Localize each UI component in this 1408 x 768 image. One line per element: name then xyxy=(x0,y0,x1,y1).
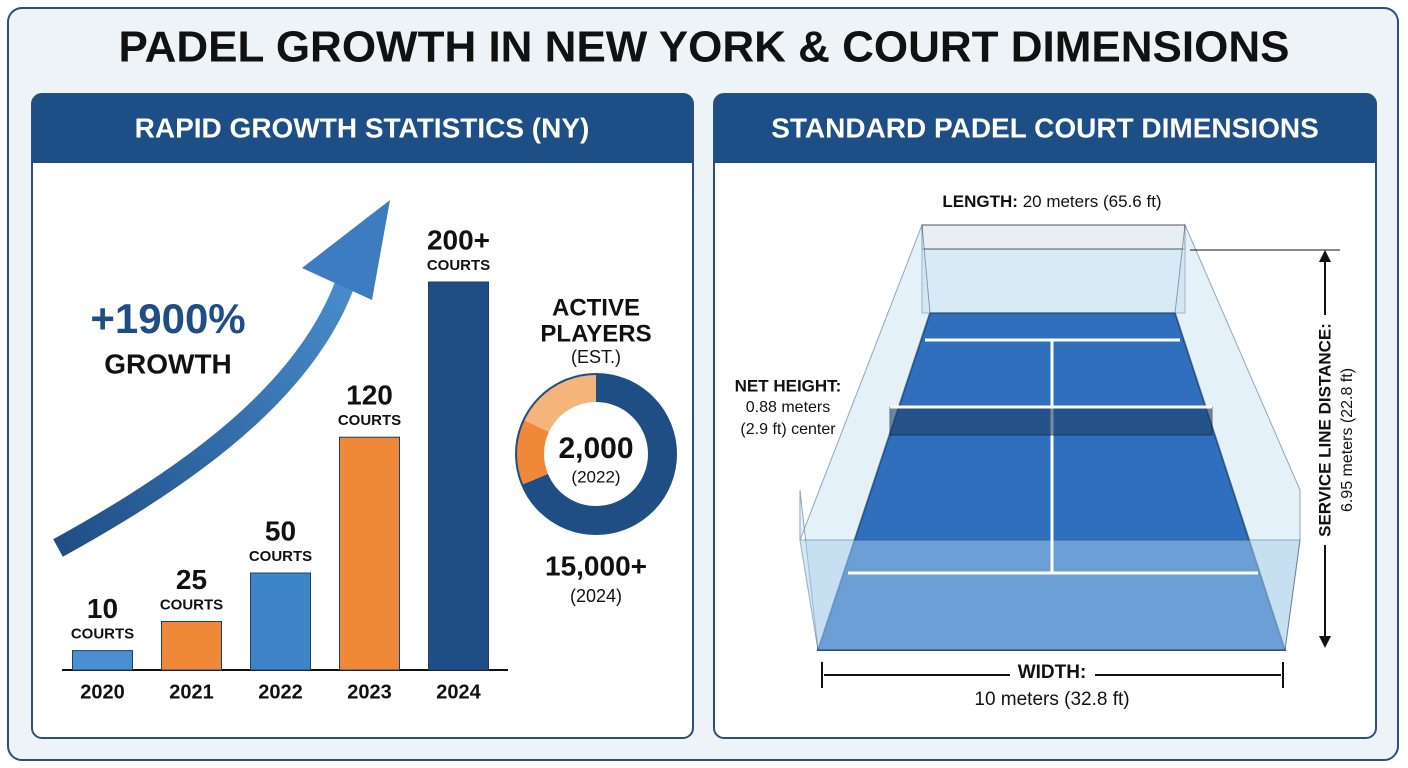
players-value: 15,000+ xyxy=(545,550,647,581)
unit-label: COURTS xyxy=(427,257,490,274)
service-label: SERVICE LINE DISTANCE: xyxy=(1315,323,1334,537)
bars: 202010COURTS202125COURTS202250COURTS2023… xyxy=(71,224,490,703)
players-year: (2024) xyxy=(570,586,622,606)
value-label: 120 xyxy=(346,380,393,411)
bar xyxy=(339,436,400,671)
unit-label: COURTS xyxy=(71,626,134,643)
mesh xyxy=(921,224,1186,250)
panel-header xyxy=(32,94,693,163)
panel-header xyxy=(714,94,1376,163)
net-label: NET HEIGHT: xyxy=(735,376,842,395)
bar xyxy=(250,572,311,671)
net-value: 0.88 meters xyxy=(746,399,830,416)
bar xyxy=(428,281,489,671)
court-title: STANDARD PADEL COURT DIMENSIONS xyxy=(771,112,1319,143)
unit-label: COURTS xyxy=(160,596,223,613)
value-label: 50 xyxy=(265,515,296,546)
net-value: (2.9 ft) center xyxy=(740,421,836,438)
x-tick-label: 2023 xyxy=(347,681,392,703)
growth-label: GROWTH xyxy=(104,348,232,379)
arrowhead xyxy=(1319,250,1331,262)
arrowhead xyxy=(1319,636,1331,648)
net xyxy=(889,406,1213,436)
donut xyxy=(516,374,676,534)
x-tick-label: 2022 xyxy=(258,681,303,703)
bar xyxy=(161,621,222,671)
unit-label: COURTS xyxy=(249,548,312,565)
length-label: LENGTH: 20 meters (65.6 ft) xyxy=(942,192,1161,211)
service-value: 6.95 meters (22.8 ft) xyxy=(1339,368,1356,512)
players-value: 2,000 xyxy=(558,432,633,465)
donut-segment xyxy=(516,374,676,534)
bar xyxy=(72,650,133,671)
growth-arrow xyxy=(53,259,362,557)
width-label: WIDTH: xyxy=(1018,662,1087,683)
chart-title: RAPID GROWTH STATISTICS (NY) xyxy=(135,112,590,143)
service-arrow xyxy=(1190,249,1340,646)
value-label: 25 xyxy=(176,564,207,595)
players-year: (2022) xyxy=(571,467,620,486)
players-title: ACTIVE xyxy=(552,294,640,321)
donut-rim xyxy=(515,373,677,535)
page-title: PADEL GROWTH IN NEW YORK & COURT DIMENSI… xyxy=(119,23,1290,72)
front-wall xyxy=(799,539,1301,651)
width-value: 10 meters (32.8 ft) xyxy=(974,689,1129,710)
value-label: 10 xyxy=(87,593,118,624)
unit-label: COURTS xyxy=(338,412,401,429)
growth-value: +1900% xyxy=(90,295,245,342)
players-subtitle: (EST.) xyxy=(571,347,621,367)
court xyxy=(799,223,1301,651)
x-tick-label: 2024 xyxy=(436,681,481,703)
label-key: LENGTH: xyxy=(942,192,1018,211)
label-value: 20 meters (65.6 ft) xyxy=(1023,192,1162,211)
players-title: PLAYERS xyxy=(540,320,651,347)
x-tick-label: 2020 xyxy=(80,681,125,703)
arrow-head xyxy=(302,200,390,300)
width-arrow xyxy=(821,662,1284,688)
donut-segment xyxy=(516,374,676,534)
value-label: 200+ xyxy=(427,224,490,255)
x-tick-label: 2021 xyxy=(169,681,214,703)
